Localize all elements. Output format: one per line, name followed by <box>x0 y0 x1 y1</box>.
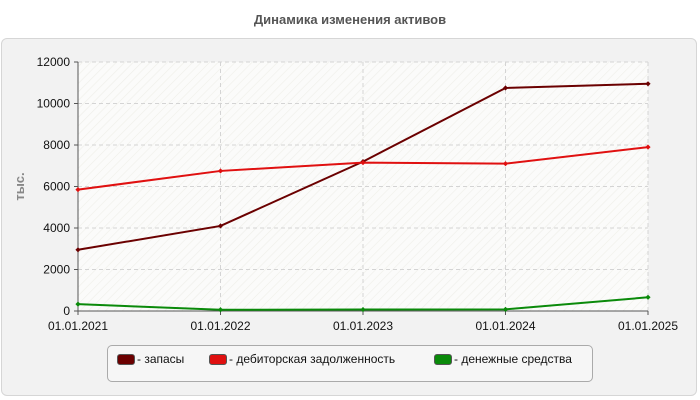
y-tick-label: 8000 <box>43 138 70 152</box>
x-tick-label: 01.01.2021 <box>48 319 108 333</box>
y-tick-label: 10000 <box>37 97 71 111</box>
y-tick-label: 6000 <box>43 180 70 194</box>
data-point <box>502 85 509 91</box>
x-tick-label: 01.01.2024 <box>475 319 535 333</box>
legend-item-receivables: - дебиторская задолженность <box>209 352 395 366</box>
y-axis-label: тыс. <box>12 172 27 200</box>
y-tick-label: 4000 <box>43 221 70 235</box>
series-2 <box>75 294 651 313</box>
data-point <box>360 160 366 166</box>
legend-swatch-cash <box>434 354 452 366</box>
data-point <box>75 187 81 193</box>
legend-item-inventory: - запасы <box>117 352 184 366</box>
x-tick-label: 01.01.2025 <box>618 319 678 333</box>
legend-label-inventory: - запасы <box>137 352 185 366</box>
x-tick-label: 01.01.2023 <box>333 319 393 333</box>
data-point <box>360 306 366 313</box>
data-point <box>75 247 81 253</box>
series-1 <box>75 144 651 193</box>
y-tick-label: 2000 <box>43 263 70 277</box>
data-point <box>75 301 81 307</box>
y-tick-labels: 0 2000 4000 6000 8000 10000 12000 <box>37 55 78 318</box>
data-point <box>502 306 509 312</box>
grid-lines <box>78 61 649 311</box>
y-tick-label: 0 <box>63 304 70 318</box>
x-tick-label: 01.01.2022 <box>190 319 250 333</box>
data-point <box>217 223 224 229</box>
data-point <box>502 161 509 167</box>
data-point <box>645 294 651 300</box>
legend-item-cash: - денежные средства <box>434 352 572 366</box>
data-point <box>217 307 224 313</box>
legend: - запасы - дебиторская задолженность - д… <box>107 345 593 382</box>
legend-swatch-receivables <box>209 354 227 366</box>
legend-label-cash: - денежные средства <box>454 352 572 366</box>
series-lines <box>75 81 651 313</box>
data-point <box>217 168 224 174</box>
data-point <box>645 144 651 150</box>
y-tick-label: 12000 <box>37 55 71 69</box>
data-point <box>645 81 651 87</box>
legend-label-receivables: - дебиторская задолженность <box>229 352 396 366</box>
legend-swatch-inventory <box>117 354 135 366</box>
x-tick-labels: 01.01.2021 01.01.2022 01.01.2023 01.01.2024… <box>48 311 678 333</box>
chart-title: Динамика изменения активов <box>253 12 447 27</box>
